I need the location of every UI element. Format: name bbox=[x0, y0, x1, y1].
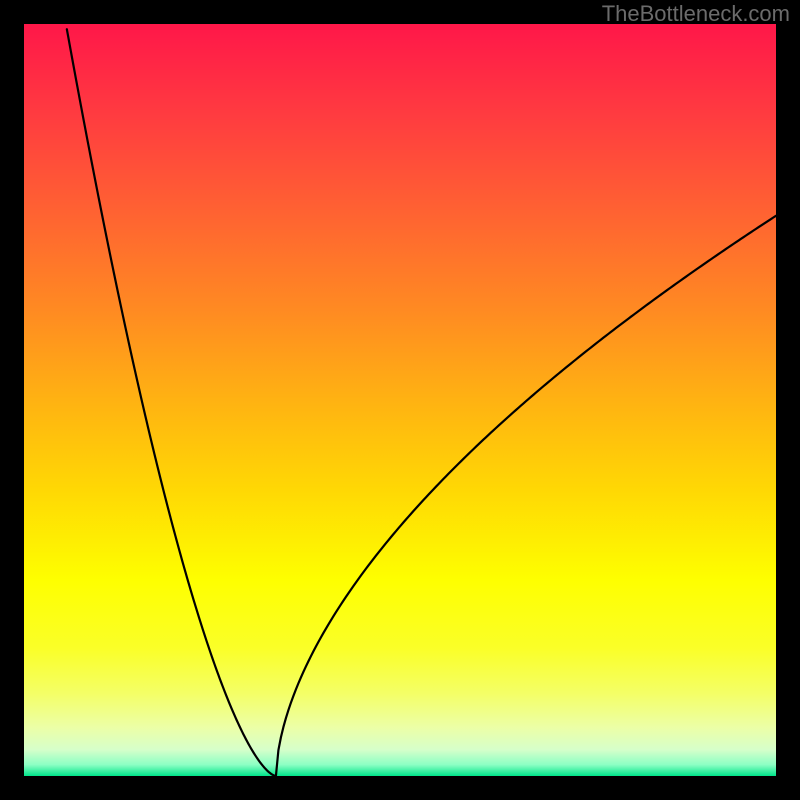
plot-background bbox=[24, 24, 776, 776]
plot-svg bbox=[24, 24, 776, 776]
plot-frame bbox=[24, 24, 776, 776]
watermark-text: TheBottleneck.com bbox=[602, 1, 790, 27]
